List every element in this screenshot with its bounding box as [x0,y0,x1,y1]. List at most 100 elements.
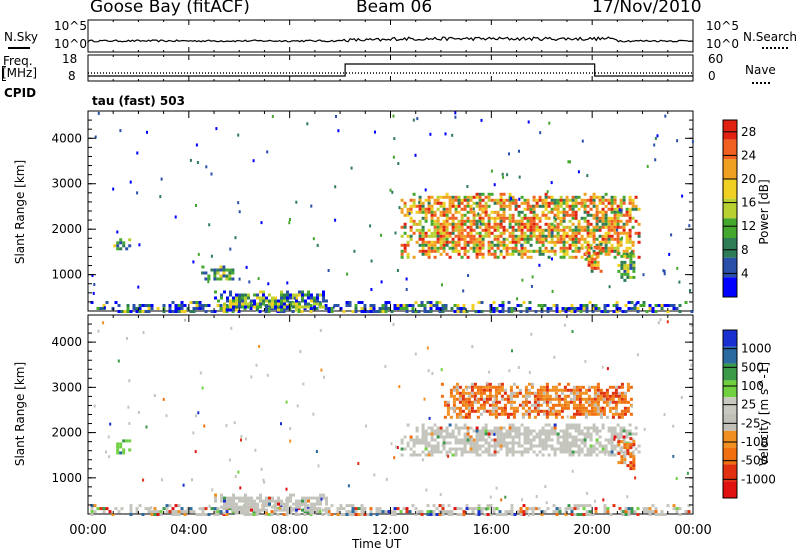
power-cell [429,304,433,307]
velocity-speckle [493,395,496,399]
power-cell [460,207,464,211]
power-cell [436,234,440,238]
velocity-cell [463,426,467,430]
velocity-cell [622,450,626,454]
velocity-cell [424,453,428,457]
velocity-cell [500,388,504,392]
velocity-cell [599,397,603,401]
velocity-cell [510,513,514,516]
velocity-cell [119,451,123,455]
velocity-cell [439,450,443,454]
power-cell [562,225,566,229]
power-cell [400,225,404,229]
power-speckle [350,166,353,170]
velocity-cell [576,504,580,508]
velocity-cell [575,412,579,416]
power-cell [304,299,307,303]
power-cell [579,310,583,313]
power-cell [547,222,551,226]
power-cell [601,222,605,226]
power-cell [619,204,623,208]
velocity-cell [541,432,545,436]
power-cell [559,204,563,208]
velocity-cell [595,426,599,430]
velocity-speckle [525,397,528,401]
velocity-cell [596,403,600,407]
velocity-cell [517,444,521,448]
power-cell [427,198,431,202]
power-cell [541,237,545,241]
power-cell [526,216,530,220]
power-cell [295,296,298,300]
power-cell [180,301,184,304]
power-cell [436,240,440,244]
velocity-cell [523,435,527,439]
power-cell [505,237,509,241]
velocity-cell [539,403,543,407]
velocity-cell [232,508,235,512]
power-speckle [237,133,240,137]
velocity-cell [567,504,571,508]
velocity-cell [475,447,479,451]
power-cell [123,310,127,313]
power-cell [616,234,620,238]
velocity-cell [553,432,557,436]
power-cell [466,216,470,220]
power-cell [525,310,529,313]
velocity-cell [520,444,524,448]
power-cell [333,304,337,307]
velocity-speckle [508,369,511,373]
velocity-cell [490,453,494,457]
velocity-cell [484,432,488,436]
velocity-cell [521,394,525,398]
velocity-cell [478,447,482,451]
power-cell [547,225,551,229]
velocity-speckle [97,329,100,333]
velocity-cell [469,441,473,445]
velocity-cell [421,438,425,442]
velocity-colorbar-tick-label: -25 [741,416,761,430]
power-cell [574,198,578,202]
power-cell [192,307,196,310]
power-cell [478,213,482,217]
velocity-cell [289,493,292,497]
power-cell [435,304,439,307]
power-cell [448,210,452,214]
velocity-cell [520,423,524,427]
velocity-cell [402,507,406,511]
power-cell [363,304,367,307]
power-cell [282,310,286,313]
power-cell [135,310,139,313]
power-cell [619,231,623,235]
velocity-cell [505,429,509,433]
power-speckle [670,233,673,237]
velocity-cell [508,447,512,451]
velocity-cell [538,438,542,442]
power-cell [300,310,304,313]
velocity-cell [595,432,599,436]
power-cell [265,299,268,303]
velocity-cell [482,406,486,410]
power-cell [128,244,132,248]
velocity-cell [286,499,289,503]
velocity-cell [562,435,566,439]
velocity-cell [244,511,247,515]
velocity-cell [584,400,588,404]
power-cell [580,204,584,208]
velocity-cell [306,504,310,508]
power-cell [556,237,560,241]
power-cell [606,310,610,313]
power-cell [360,310,364,313]
velocity-cell [120,507,124,511]
power-cell [632,263,636,267]
power-speckle [266,150,269,154]
power-cell [629,275,633,279]
power-cell [442,231,446,235]
velocity-cell [620,400,624,404]
velocity-cell [238,508,241,512]
velocity-speckle [225,424,228,428]
velocity-cell [563,397,567,401]
velocity-cell [457,441,461,445]
velocity-cell [472,447,476,451]
power-cell [378,310,382,313]
